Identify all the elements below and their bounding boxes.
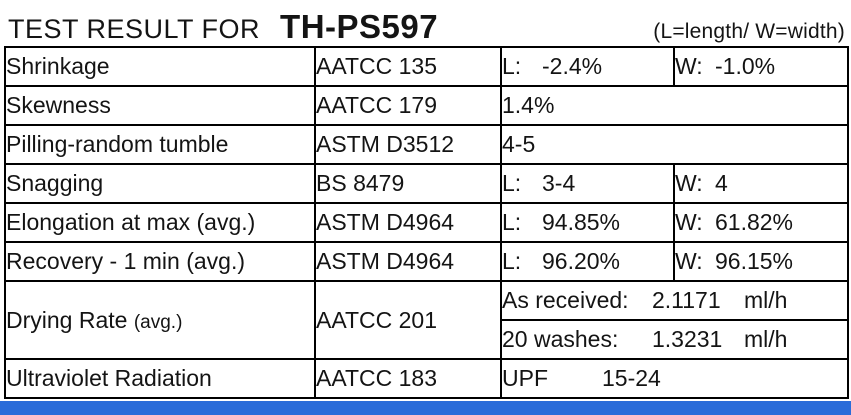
test-name-cell: Shrinkage	[4, 46, 316, 87]
width-label: W:	[675, 248, 703, 274]
standard-cell: AATCC 179	[314, 85, 502, 126]
width-label: W:	[675, 209, 703, 235]
width-label: W:	[675, 53, 703, 79]
test-name-cell: Drying Rate (avg.)	[4, 280, 316, 360]
standard-cell: BS 8479	[314, 163, 502, 204]
length-value: 3-4	[542, 170, 576, 196]
model-code: TH-PS597	[280, 8, 439, 45]
length-label: L:	[502, 53, 522, 79]
length-label: L:	[502, 209, 522, 235]
test-name-cell: Skewness	[4, 85, 316, 126]
as-received-unit: ml/h	[744, 287, 788, 313]
results-table: Shrinkage AATCC 135 L: -2.4% W: -1.0% Skew…	[4, 46, 849, 399]
test-name-cell: Snagging	[4, 163, 316, 204]
as-received-label: As received:	[502, 287, 629, 313]
report-header: TEST RESULT FOR TH-PS597 (L=length/ W=wi…	[0, 0, 851, 46]
row-drying-rate-washes: 20 washes: 1.3231 ml/h	[5, 319, 849, 360]
row-recovery: Recovery - 1 min (avg.) ASTM D4964 L: 96.…	[4, 241, 849, 282]
result-value-cell: 1.4%	[500, 85, 849, 126]
drying-as-received-cell: As received: 2.1171 ml/h	[500, 280, 849, 321]
length-value: 96.20%	[542, 248, 621, 274]
drying-20-washes-cell: 20 washes: 1.3231 ml/h	[500, 319, 849, 360]
length-value-cell: L: 94.85%	[500, 202, 675, 243]
test-name-cell: Recovery - 1 min (avg.)	[4, 241, 316, 282]
length-value-cell: L: 96.20%	[500, 241, 675, 282]
test-name-cell: Pilling-random tumble	[4, 124, 316, 165]
width-value-cell: W: -1.0%	[673, 46, 849, 87]
standard-cell: ASTM D4964	[314, 202, 502, 243]
width-value-cell: W: 96.15%	[673, 241, 849, 282]
row-drying-rate: Drying Rate (avg.) AATCC 201 As received…	[4, 280, 849, 360]
width-value: 96.15%	[715, 248, 794, 274]
upf-value: 15-24	[602, 365, 661, 391]
row-pilling: Pilling-random tumble ASTM D3512 4-5	[4, 124, 849, 165]
page-title: TEST RESULT FOR TH-PS597	[8, 8, 438, 46]
standard-cell: AATCC 183	[314, 358, 502, 399]
length-value: 94.85%	[542, 209, 621, 235]
length-value-cell: L: -2.4%	[500, 46, 675, 87]
test-name-suffix: (avg.)	[133, 311, 183, 333]
width-value: -1.0%	[715, 53, 776, 79]
width-value: 4	[715, 170, 728, 196]
bottom-blue-bar	[0, 401, 851, 415]
legend-note: (L=length/ W=width)	[653, 20, 845, 43]
row-shrinkage: Shrinkage AATCC 135 L: -2.4% W: -1.0%	[4, 46, 849, 87]
washes-value: 1.3231	[652, 326, 723, 352]
width-value-cell: W: 61.82%	[673, 202, 849, 243]
standard-cell: AATCC 201	[314, 280, 502, 360]
width-value: 61.82%	[715, 209, 794, 235]
standard-cell: ASTM D3512	[314, 124, 502, 165]
test-name-cell: Elongation at max (avg.)	[4, 202, 316, 243]
row-skewness: Skewness AATCC 179 1.4%	[4, 85, 849, 126]
title-prefix: TEST RESULT FOR	[8, 14, 261, 44]
row-elongation: Elongation at max (avg.) ASTM D4964 L: 94…	[4, 202, 849, 243]
length-value-cell: L: 3-4	[500, 163, 675, 204]
test-name-cell: Ultraviolet Radiation	[4, 358, 316, 399]
width-value-cell: W: 4	[673, 163, 849, 204]
upf-label: UPF	[502, 365, 548, 391]
washes-label: 20 washes:	[502, 326, 619, 352]
washes-unit: ml/h	[744, 326, 788, 352]
length-label: L:	[502, 170, 522, 196]
row-snagging: Snagging BS 8479 L: 3-4 W: 4	[4, 163, 849, 204]
result-value-cell: 4-5	[500, 124, 849, 165]
test-name: Drying Rate	[6, 306, 128, 333]
standard-cell: ASTM D4964	[314, 241, 502, 282]
length-value: -2.4%	[542, 53, 603, 79]
standard-cell: AATCC 135	[314, 46, 502, 87]
length-label: L:	[502, 248, 522, 274]
upf-value-cell: UPF 15-24	[500, 358, 849, 399]
as-received-value: 2.1171	[652, 287, 721, 313]
width-label: W:	[675, 170, 703, 196]
row-ultraviolet: Ultraviolet Radiation AATCC 183 UPF 15-24	[4, 358, 849, 399]
